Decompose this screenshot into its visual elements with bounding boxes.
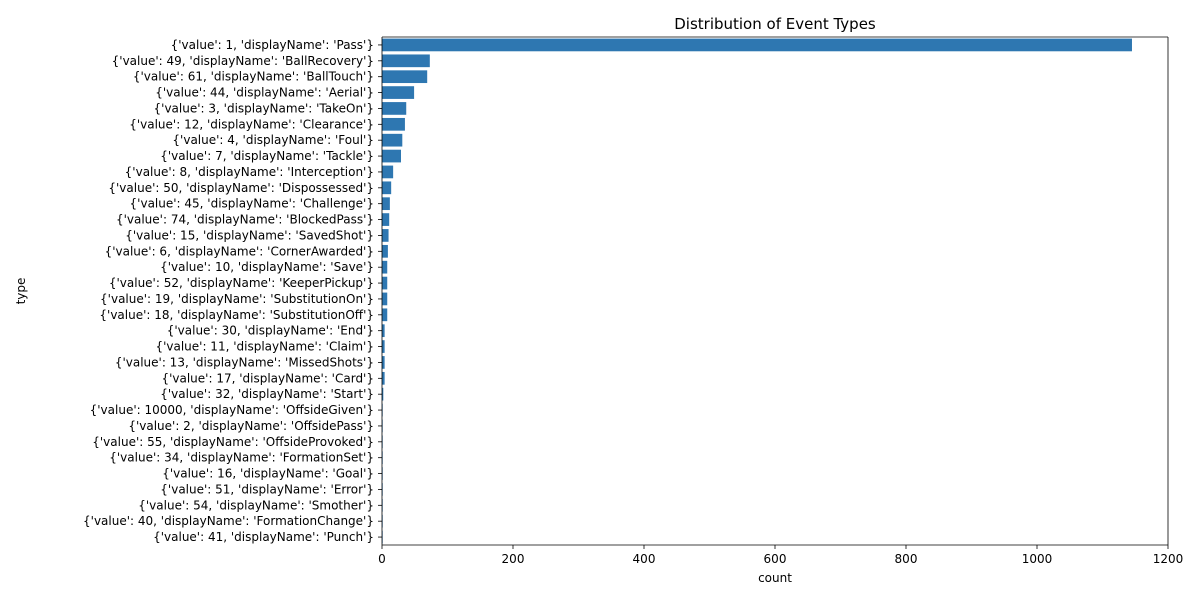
bar (382, 260, 388, 274)
y-tick-label: {'value': 13, 'displayName': 'MissedShot… (115, 355, 374, 369)
y-tick-label: {'value': 52, 'displayName': 'KeeperPick… (109, 276, 374, 290)
y-tick-label: {'value': 41, 'displayName': 'Punch'} (153, 530, 374, 544)
bar (382, 308, 388, 322)
x-tick-label: 0 (378, 552, 386, 566)
y-tick-label: {'value': 45, 'displayName': 'Challenge'… (130, 197, 374, 211)
x-tick-label: 800 (895, 552, 918, 566)
bar (382, 213, 390, 226)
bar (382, 38, 1132, 52)
x-tick-label: 200 (502, 552, 525, 566)
y-tick-label: {'value': 54, 'displayName': 'Smother'} (138, 498, 374, 512)
y-tick-label: {'value': 40, 'displayName': 'FormationC… (83, 514, 374, 528)
bar (382, 102, 407, 115)
y-tick-label: {'value': 49, 'displayName': 'BallRecove… (112, 54, 374, 68)
y-tick-label: {'value': 4, 'displayName': 'Foul'} (172, 133, 374, 147)
y-tick-label: {'value': 74, 'displayName': 'BlockedPas… (116, 213, 374, 227)
bar (382, 165, 394, 179)
bar (382, 292, 388, 306)
x-tick-label: 400 (633, 552, 656, 566)
y-tick-label: {'value': 16, 'displayName': 'Goal'} (162, 467, 374, 481)
bar (382, 133, 403, 147)
y-tick-label: {'value': 34, 'displayName': 'FormationS… (109, 451, 374, 465)
bar (382, 86, 415, 99)
y-tick-label: {'value': 10000, 'displayName': 'Offside… (90, 403, 374, 417)
x-tick-label: 1200 (1153, 552, 1184, 566)
y-tick-label: {'value': 15, 'displayName': 'SavedShot'… (125, 228, 374, 242)
y-tick-label: {'value': 1, 'displayName': 'Pass'} (171, 38, 374, 52)
bars-group (382, 38, 1132, 544)
bar (382, 117, 405, 131)
bar (382, 244, 388, 258)
y-tick-label: {'value': 8, 'displayName': 'Interceptio… (125, 165, 374, 179)
bar (382, 149, 401, 163)
y-tick-label: {'value': 18, 'displayName': 'Substituti… (99, 308, 374, 322)
x-tick-label: 600 (764, 552, 787, 566)
x-axis-ticks: 0 200 400 600 800 1000 1200 (378, 545, 1183, 566)
y-tick-label: {'value': 12, 'displayName': 'Clearance'… (129, 117, 374, 131)
y-tick-label: {'value': 61, 'displayName': 'BallTouch'… (133, 70, 374, 84)
bar (382, 356, 385, 369)
bar (382, 229, 389, 242)
bar (382, 181, 392, 195)
bar (382, 371, 385, 385)
y-tick-label: {'value': 44, 'displayName': 'Aerial'} (155, 86, 374, 100)
bar (382, 324, 385, 338)
bar (382, 54, 430, 68)
chart-title: Distribution of Event Types (674, 15, 876, 33)
bar (382, 70, 428, 84)
bar (382, 340, 385, 353)
y-tick-label: {'value': 6, 'displayName': 'CornerAward… (105, 244, 374, 258)
y-tick-label: {'value': 11, 'displayName': 'Claim'} (155, 340, 374, 354)
y-tick-label: {'value': 2, 'displayName': 'OffsidePass… (128, 419, 374, 433)
y-tick-label: {'value': 32, 'displayName': 'Start'} (160, 387, 374, 401)
y-tick-label: {'value': 7, 'displayName': 'Tackle'} (160, 149, 374, 163)
y-tick-label: {'value': 51, 'displayName': 'Error'} (160, 482, 374, 496)
bar (382, 276, 388, 290)
y-tick-labels: {'value': 1, 'displayName': 'Pass'} {'val… (83, 38, 382, 544)
y-tick-label: {'value': 50, 'displayName': 'Dispossess… (108, 181, 374, 195)
bar (382, 197, 390, 211)
y-tick-label: {'value': 17, 'displayName': 'Card'} (161, 371, 374, 385)
bar (382, 387, 384, 401)
y-tick-label: {'value': 19, 'displayName': 'Substituti… (100, 292, 374, 306)
y-tick-label: {'value': 30, 'displayName': 'End'} (167, 324, 374, 338)
y-tick-label: {'value': 10, 'displayName': 'Save'} (160, 260, 374, 274)
x-axis-label: count (758, 571, 792, 585)
x-tick-label: 1000 (1022, 552, 1053, 566)
y-tick-label: {'value': 3, 'displayName': 'TakeOn'} (154, 101, 374, 115)
y-tick-label: {'value': 55, 'displayName': 'OffsidePro… (92, 435, 374, 449)
y-axis-label: type (14, 278, 28, 305)
